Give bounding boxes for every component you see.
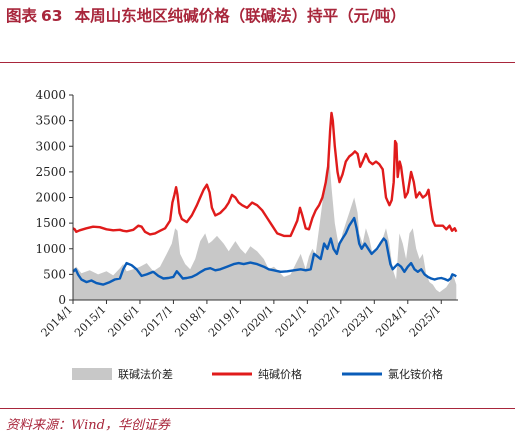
x-tick-label: 2018/1 [172,303,209,340]
x-tick-label: 2020/1 [239,303,276,340]
x-tick-label: 2022/1 [306,303,343,340]
y-tick-label: 2500 [35,165,66,179]
y-tick-label: 1500 [35,216,66,230]
title-rule [0,62,515,63]
x-tick-label: 2025/1 [407,303,444,340]
figure-title: 图表 63 本周山东地区纯碱价格（联碱法）持平（元/吨） [6,4,511,29]
y-tick-label: 2000 [35,191,66,205]
legend-swatch-spread [72,368,112,380]
axes-layer: 050010001500200025003000350040002014/120… [35,88,458,339]
figure-number: 63 [41,7,63,25]
y-tick-label: 4000 [35,88,66,102]
price-lines-layer [72,111,458,286]
series-line-1 [72,111,458,238]
y-tick-label: 3000 [35,139,66,153]
price-chart: 050010001500200025003000350040002014/120… [35,88,458,381]
figure-title-text: 本周山东地区纯碱价格（联碱法）持平（元/吨） [74,7,406,25]
y-tick-label: 500 [43,267,66,281]
legend-label-2: 氯化铵价格 [388,367,443,381]
x-tick-label: 2024/1 [373,303,410,340]
y-tick-label: 3500 [35,114,66,128]
figure-label: 图表 [6,7,38,25]
spread-area-layer [73,156,457,300]
legend: 联碱法价差 纯碱价格 氯化铵价格 [72,367,443,381]
x-tick-label: 2023/1 [340,303,377,340]
x-tick-label: 2014/1 [39,303,76,340]
y-tick-label: 0 [58,293,66,307]
legend-label-1: 纯碱价格 [258,367,302,381]
x-tick-label: 2019/1 [206,303,243,340]
y-tick-label: 1000 [35,242,66,256]
series-line-2 [72,216,457,286]
source-note: 资料来源：Wind，华创证券 [6,418,170,433]
series-area-spread [73,156,457,300]
x-tick-label: 2021/1 [273,303,310,340]
legend-label-0: 联碱法价差 [118,367,173,381]
source-rule [0,408,515,409]
x-tick-label: 2015/1 [72,303,109,340]
x-tick-label: 2017/1 [139,303,176,340]
x-tick-label: 2016/1 [106,303,143,340]
